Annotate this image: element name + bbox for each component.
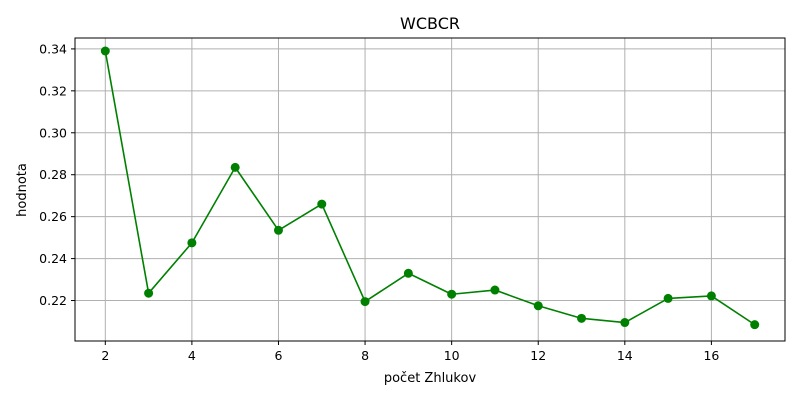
data-point: [187, 238, 197, 248]
grid: [75, 38, 785, 341]
x-tick-label: 4: [188, 348, 196, 363]
y-tick-label: 0.30: [39, 125, 67, 140]
data-point: [620, 318, 630, 328]
data-point: [447, 289, 457, 299]
data-point: [144, 288, 154, 298]
data-point: [273, 225, 283, 235]
data-point: [403, 268, 413, 278]
x-tick-label: 8: [361, 348, 369, 363]
y-tick-label: 0.26: [39, 209, 67, 224]
y-tick-label: 0.34: [39, 41, 67, 56]
data-point: [317, 199, 327, 209]
x-tick-label: 12: [530, 348, 546, 363]
y-tick-label: 0.22: [39, 293, 67, 308]
data-point: [706, 291, 716, 301]
plot-frame: [74, 37, 786, 342]
x-tick-label: 14: [617, 348, 633, 363]
y-tick-label: 0.32: [39, 83, 67, 98]
data-point: [100, 46, 110, 56]
ticks: 2 4 6 8 10 12 14 16 0.22 0.24 0.26 0.28 0.30 0.32 0.34: [39, 41, 719, 363]
x-tick-label: 10: [444, 348, 460, 363]
data-point: [490, 285, 500, 295]
y-tick-label: 0.28: [39, 167, 67, 182]
y-axis-title: hodnota: [15, 163, 30, 217]
data-point: [533, 301, 543, 311]
data-point: [577, 313, 587, 323]
series-line: [104, 50, 756, 326]
x-tick-label: 2: [101, 348, 109, 363]
chart-title: WCBCR: [400, 14, 460, 33]
x-tick-label: 16: [703, 348, 719, 363]
x-axis-title: počet Zhlukov: [384, 371, 477, 386]
y-tick-label: 0.24: [39, 251, 67, 266]
data-point: [360, 297, 370, 307]
data-point: [663, 293, 673, 303]
data-point: [750, 320, 760, 330]
series-layer: [100, 46, 760, 330]
data-point: [230, 162, 240, 172]
x-tick-label: 6: [274, 348, 282, 363]
